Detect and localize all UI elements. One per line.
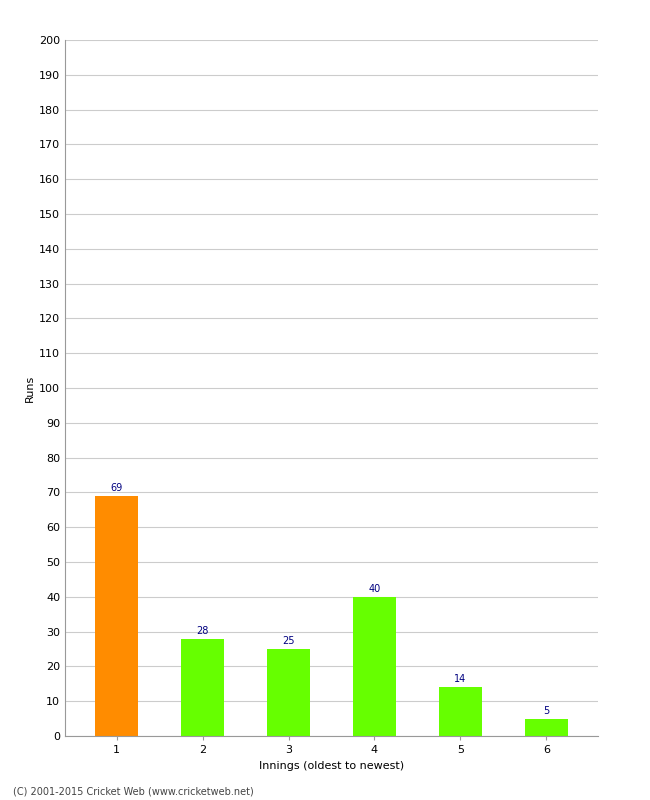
Bar [267,649,310,736]
Text: 5: 5 [543,706,549,716]
Bar [353,597,396,736]
Text: 14: 14 [454,674,467,685]
Bar [181,638,224,736]
Bar [95,496,138,736]
Text: 40: 40 [369,584,381,594]
Bar [525,718,568,736]
Text: 25: 25 [282,636,294,646]
Text: (C) 2001-2015 Cricket Web (www.cricketweb.net): (C) 2001-2015 Cricket Web (www.cricketwe… [13,786,254,796]
Text: 69: 69 [111,483,123,493]
Text: 28: 28 [196,626,209,636]
Y-axis label: Runs: Runs [25,374,35,402]
Bar [439,687,482,736]
X-axis label: Innings (oldest to newest): Innings (oldest to newest) [259,761,404,770]
